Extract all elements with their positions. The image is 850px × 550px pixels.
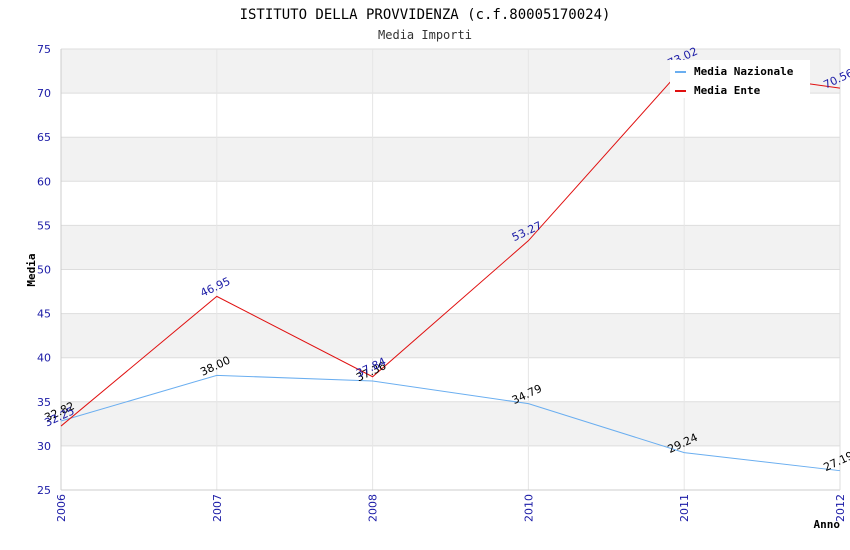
x-tick-label: 2012 xyxy=(834,494,847,522)
chart-title: ISTITUTO DELLA PROVVIDENZA (c.f.80005170… xyxy=(240,7,611,23)
series-line-media-nazionale xyxy=(60,374,841,472)
grid-bands xyxy=(61,49,840,490)
grid-band xyxy=(61,401,840,446)
grid-band xyxy=(61,445,840,490)
y-tick-label: 30 xyxy=(37,440,51,453)
grid-band xyxy=(61,225,840,270)
y-tick-label: 25 xyxy=(37,484,51,497)
y-tick-label: 60 xyxy=(37,175,51,188)
axes xyxy=(60,49,841,491)
x-axis-label: Anno xyxy=(814,518,841,531)
grid-band xyxy=(61,137,840,182)
x-tick-label: 2007 xyxy=(211,494,224,522)
y-tick-label: 35 xyxy=(37,396,51,409)
grid-band xyxy=(61,269,840,314)
grid-band xyxy=(61,357,840,402)
y-tick-labels: 25 30 35 40 45 50 55 60 65 70 75 xyxy=(37,43,51,497)
x-tick-label: 2010 xyxy=(522,494,535,522)
legend: Media Nazionale Media Ente xyxy=(670,60,810,98)
y-tick-label: 65 xyxy=(37,131,51,144)
legend-box xyxy=(670,60,810,98)
legend-label-media-ente: Media Ente xyxy=(694,84,761,97)
y-tick-label: 50 xyxy=(37,264,51,277)
x-tick-label: 2008 xyxy=(367,494,380,522)
y-tick-label: 45 xyxy=(37,308,51,321)
x-tick-label: 2006 xyxy=(55,494,68,522)
grid-band xyxy=(61,93,840,138)
grid-band xyxy=(61,181,840,226)
y-tick-label: 40 xyxy=(37,352,51,365)
chart-subtitle: Media Importi xyxy=(378,28,472,42)
x-tick-label: 2011 xyxy=(678,494,691,522)
x-tick-labels: 2006 2007 2008 2010 2011 2012 xyxy=(55,494,847,522)
legend-label-media-nazionale: Media Nazionale xyxy=(694,65,794,78)
grid-band xyxy=(61,313,840,358)
y-axis-label: Media xyxy=(25,253,38,286)
y-tick-label: 55 xyxy=(37,219,51,232)
y-tick-label: 75 xyxy=(37,43,51,56)
y-tick-label: 70 xyxy=(37,87,51,100)
